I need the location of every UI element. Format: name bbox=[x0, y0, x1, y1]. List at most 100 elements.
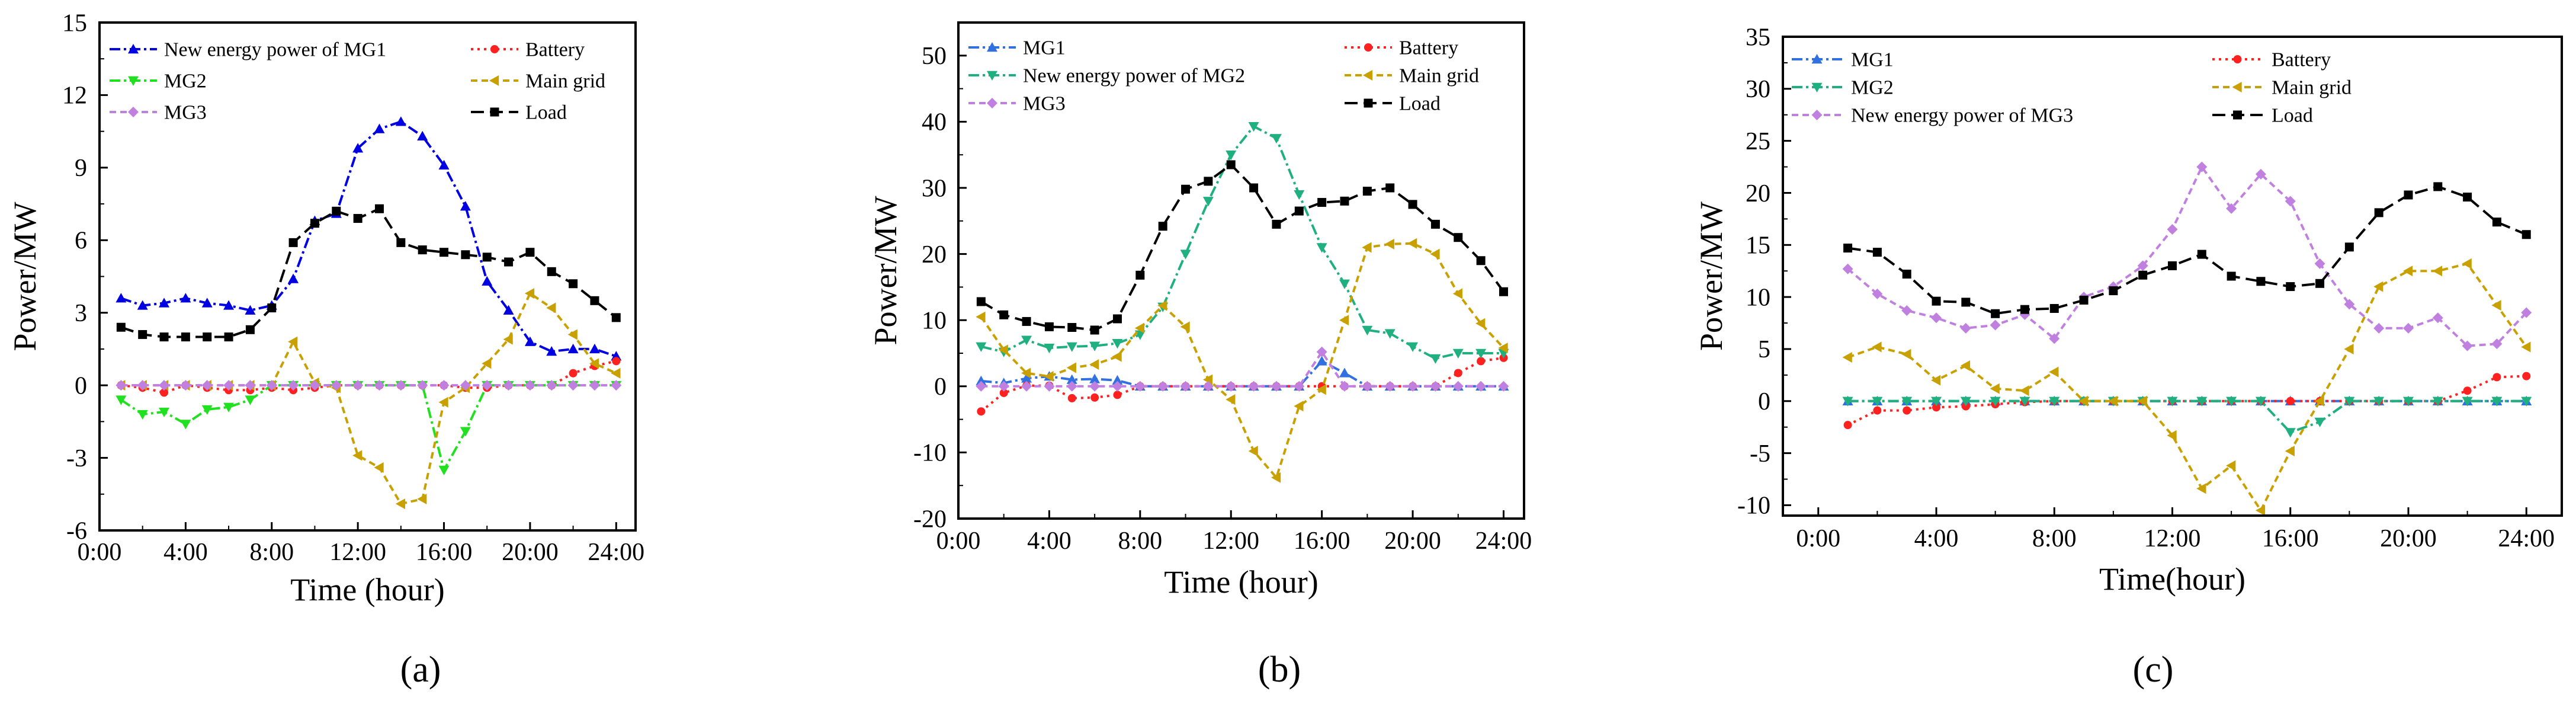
x-tick-label: 4:00 bbox=[1027, 527, 1072, 555]
legend-label: Battery bbox=[2272, 49, 2331, 71]
data-point bbox=[2285, 196, 2296, 207]
y-tick-label: -6 bbox=[66, 517, 87, 545]
data-point bbox=[567, 343, 579, 354]
data-point bbox=[417, 380, 428, 391]
data-point bbox=[1901, 305, 1913, 316]
data-point bbox=[332, 206, 341, 216]
legend: MG1 Battery MG2 Main grid New energy power o… bbox=[1792, 49, 2352, 127]
x-axis-label: Time(hour) bbox=[2099, 561, 2245, 597]
data-point bbox=[1090, 393, 1099, 402]
data-point bbox=[224, 332, 233, 342]
data-point bbox=[159, 380, 170, 391]
data-point bbox=[1960, 396, 1971, 407]
data-point bbox=[1226, 160, 1236, 169]
series-line bbox=[980, 356, 1504, 412]
data-point bbox=[2107, 395, 2118, 407]
data-point bbox=[2462, 340, 2473, 351]
series-load bbox=[1843, 182, 2531, 318]
data-point bbox=[1339, 315, 1349, 326]
data-point bbox=[395, 116, 406, 126]
data-point bbox=[1112, 351, 1122, 362]
data-point bbox=[2373, 396, 2385, 407]
data-point bbox=[1454, 233, 1463, 242]
data-point bbox=[374, 123, 385, 133]
data-point bbox=[2432, 396, 2443, 407]
data-point bbox=[395, 498, 406, 510]
legend: MG1 Battery New energy power of MG2 Main gr… bbox=[968, 37, 1479, 115]
x-axis-label: Time (hour) bbox=[1164, 564, 1319, 600]
series-load bbox=[976, 160, 1508, 335]
data-point bbox=[1294, 380, 1305, 392]
data-point bbox=[309, 380, 320, 391]
y-tick-label: 0 bbox=[1758, 388, 1770, 415]
legend-label: Main grid bbox=[1399, 65, 1479, 87]
x-tick-label: 24:00 bbox=[1475, 527, 1532, 555]
series-mg2 bbox=[1842, 396, 2532, 438]
legend-label: Load bbox=[2272, 105, 2313, 127]
data-point bbox=[1340, 196, 1349, 206]
data-point bbox=[1476, 256, 1486, 266]
legend-label: Main grid bbox=[525, 71, 605, 92]
data-point bbox=[116, 322, 126, 332]
data-point bbox=[1202, 374, 1213, 385]
legend-item: Load bbox=[2212, 105, 2313, 127]
legend-item: New energy power of MG2 bbox=[968, 65, 1245, 87]
data-point bbox=[1112, 314, 1122, 324]
data-point bbox=[2286, 396, 2295, 405]
data-point bbox=[1843, 421, 1852, 430]
data-point bbox=[116, 395, 127, 405]
data-point bbox=[976, 297, 986, 306]
data-point bbox=[2255, 396, 2266, 407]
data-point bbox=[2521, 396, 2532, 407]
data-point bbox=[2521, 307, 2532, 318]
legend-label: MG2 bbox=[1851, 77, 1894, 99]
data-point bbox=[2402, 266, 2413, 277]
data-point bbox=[2226, 396, 2237, 407]
x-tick-label: 8:00 bbox=[249, 539, 294, 566]
data-point bbox=[2374, 208, 2383, 218]
data-point bbox=[1317, 198, 1327, 207]
data-point bbox=[1180, 380, 1191, 392]
legend-label: Battery bbox=[1399, 37, 1458, 59]
data-point bbox=[1044, 343, 1055, 354]
x-tick-label: 8:00 bbox=[2032, 525, 2077, 552]
x-tick-label: 0:00 bbox=[936, 527, 981, 555]
data-point bbox=[160, 388, 169, 397]
data-point bbox=[1932, 403, 1941, 412]
y-tick-label: 0 bbox=[934, 373, 947, 401]
y-tick-label: 20 bbox=[922, 241, 947, 268]
y-tick-label: 10 bbox=[1746, 284, 1770, 311]
data-point bbox=[503, 380, 514, 391]
data-point bbox=[223, 380, 235, 391]
legend-marker bbox=[128, 76, 139, 86]
data-point bbox=[460, 427, 471, 437]
data-point bbox=[1066, 362, 1076, 373]
data-point bbox=[1454, 369, 1462, 378]
data-point bbox=[2049, 303, 2059, 313]
data-point bbox=[1452, 380, 1464, 392]
data-point bbox=[438, 396, 448, 408]
x-tick-label: 24:00 bbox=[2498, 525, 2555, 552]
y-tick-label: 40 bbox=[922, 109, 947, 136]
data-point bbox=[1134, 380, 1146, 392]
legend-marker bbox=[987, 71, 997, 81]
data-point bbox=[1498, 343, 1508, 354]
data-point bbox=[2492, 218, 2501, 227]
series-line bbox=[1847, 262, 2527, 512]
data-point bbox=[1384, 238, 1394, 250]
data-point bbox=[181, 332, 190, 342]
data-point bbox=[1089, 373, 1101, 383]
legend-label: New energy power of MG1 bbox=[164, 39, 386, 61]
legend-item: Battery bbox=[1345, 37, 1458, 59]
data-point bbox=[1901, 348, 1911, 360]
data-point bbox=[524, 336, 535, 346]
x-tick-label: 12:00 bbox=[2144, 525, 2201, 552]
data-point bbox=[976, 375, 987, 386]
data-point bbox=[1499, 287, 1508, 296]
data-point bbox=[2522, 372, 2531, 380]
data-point bbox=[547, 267, 556, 276]
data-point bbox=[2463, 193, 2472, 202]
data-point bbox=[482, 380, 493, 391]
legend-marker bbox=[1364, 43, 1372, 52]
data-point bbox=[1272, 219, 1281, 229]
